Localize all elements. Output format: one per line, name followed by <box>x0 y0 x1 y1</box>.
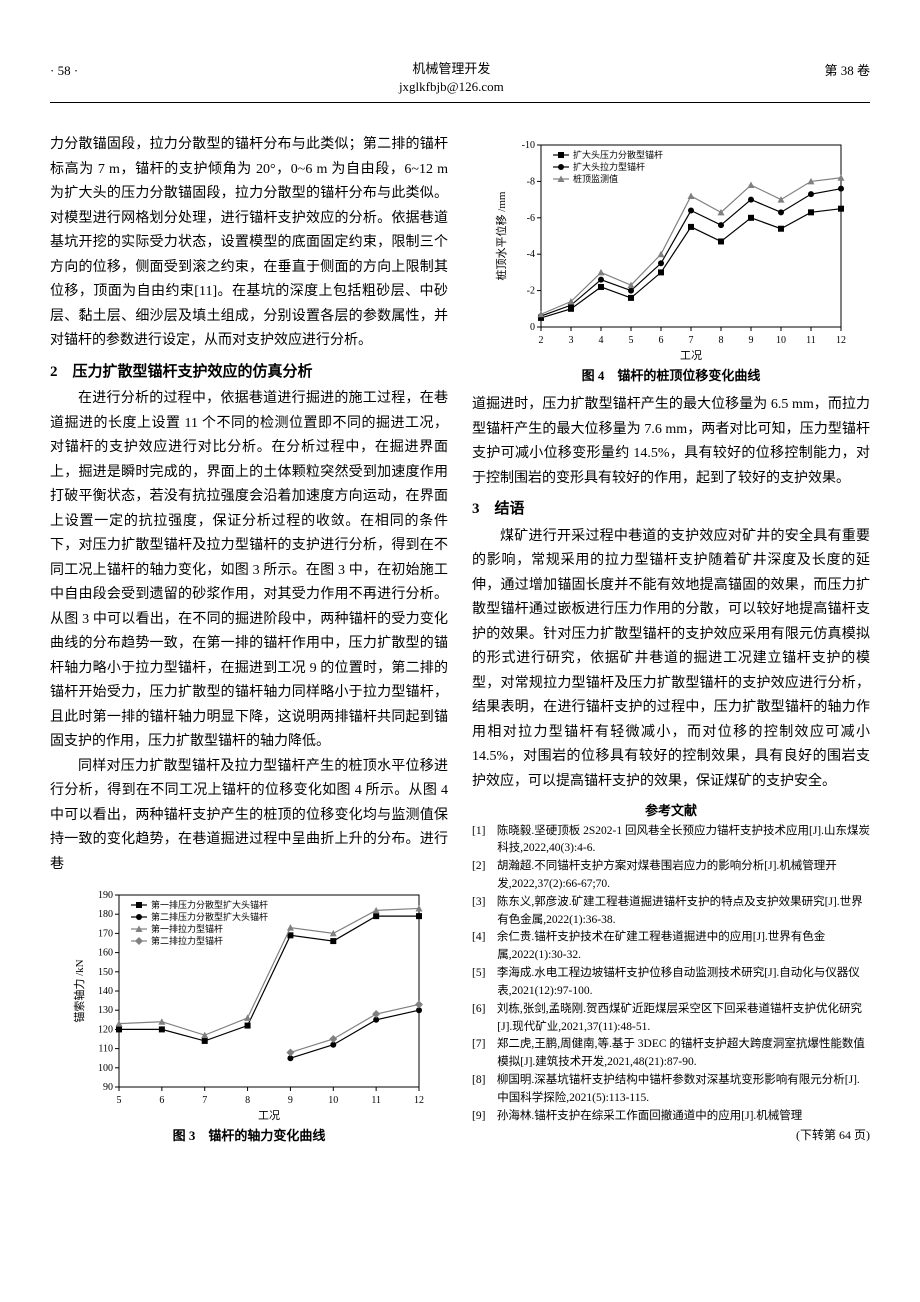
svg-text:第二排压力分散型扩大头锚杆: 第二排压力分散型扩大头锚杆 <box>151 911 268 922</box>
svg-text:160: 160 <box>98 948 113 959</box>
svg-text:2: 2 <box>539 335 544 346</box>
svg-text:130: 130 <box>98 1006 113 1017</box>
svg-text:8: 8 <box>719 335 724 346</box>
svg-text:-10: -10 <box>522 140 535 151</box>
journal-email: jxglkfbjb@126.com <box>399 78 504 96</box>
svg-text:7: 7 <box>202 1095 207 1106</box>
volume-label: 第 38 卷 <box>824 60 870 82</box>
figure-4-chart: 2 3 4 5 6 7 8 9 10 11 12 0 -2 -4 -6 -8 -10 工况 桩顶水平位移 /mm 扩大… <box>491 133 851 363</box>
svg-text:110: 110 <box>98 1044 113 1055</box>
svg-text:90: 90 <box>103 1082 113 1093</box>
svg-text:6: 6 <box>159 1095 164 1106</box>
figure-4: 2 3 4 5 6 7 8 9 10 11 12 0 -2 -4 -6 -8 -10 工况 桩顶水平位移 /mm 扩大… <box>472 133 870 387</box>
svg-text:10: 10 <box>328 1095 338 1106</box>
svg-text:桩顶水平位移 /mm: 桩顶水平位移 /mm <box>494 191 508 280</box>
figure-3: 5 6 7 8 9 10 11 12 90 100 110 120 130 140 150 160 170 180… <box>50 883 448 1147</box>
svg-text:-8: -8 <box>527 177 535 188</box>
svg-text:锚索轴力 /kN: 锚索轴力 /kN <box>72 960 86 1023</box>
reference-item: [7] 郑二虎,王鹏,周健南,等.基于 3DEC 的锚杆支护超大跨度洞室抗爆性能… <box>472 1036 870 1072</box>
main-content: 力分散锚固段，拉力分散型的锚杆分布与此类似；第二排的锚杆标高为 7 m，锚杆的支… <box>50 133 870 1273</box>
svg-text:12: 12 <box>836 335 846 346</box>
figure-3-chart: 5 6 7 8 9 10 11 12 90 100 110 120 130 140 150 160 170 180… <box>69 883 429 1123</box>
svg-text:-4: -4 <box>527 250 535 261</box>
svg-text:150: 150 <box>98 967 113 978</box>
paragraph: 道掘进时，压力扩散型锚杆产生的最大位移量为 6.5 mm，而拉力型锚杆产生的最大… <box>472 393 870 491</box>
svg-text:5: 5 <box>629 335 634 346</box>
svg-text:6: 6 <box>659 335 664 346</box>
reference-item: [8] 柳国明.深基坑锚杆支护结构中锚杆参数对深基坑变形影响有限元分析[J].中… <box>472 1072 870 1108</box>
svg-text:9: 9 <box>288 1095 293 1106</box>
svg-text:8: 8 <box>245 1095 250 1106</box>
svg-text:扩大头压力分散型锚杆: 扩大头压力分散型锚杆 <box>573 149 663 160</box>
reference-item: [6] 刘栋,张剑,孟晓刚.贺西煤矿近距煤层采空区下回采巷道锚杆支护优化研究[J… <box>472 1001 870 1037</box>
reference-item: [5] 李海成.水电工程边坡锚杆支护位移自动监测技术研究[J].自动化与仪器仪表… <box>472 965 870 1001</box>
svg-text:9: 9 <box>749 335 754 346</box>
paragraph: 同样对压力扩散型锚杆及拉力型锚杆产生的桩顶水平位移进行分析，得到在不同工况上锚杆… <box>50 755 448 878</box>
svg-text:190: 190 <box>98 890 113 901</box>
paragraph: 煤矿进行开采过程中巷道的支护效应对矿井的安全具有重要的影响，常规采用的拉力型锚杆… <box>472 525 870 795</box>
references-list: [1] 陈晓毅.坚硬顶板 2S202-1 回风巷全长预应力锚杆支护技术应用[J]… <box>472 823 870 1126</box>
svg-text:10: 10 <box>776 335 786 346</box>
svg-text:11: 11 <box>371 1095 381 1106</box>
svg-text:12: 12 <box>414 1095 424 1106</box>
svg-text:第二排拉力型锚杆: 第二排拉力型锚杆 <box>151 935 223 946</box>
journal-name: 机械管理开发 <box>399 60 504 78</box>
section-3-title: 3 结语 <box>472 497 870 523</box>
reference-item: [9] 孙海林.锚杆支护在综采工作面回撤通道中的应用[J].机械管理 <box>472 1108 870 1126</box>
reference-item: [1] 陈晓毅.坚硬顶板 2S202-1 回风巷全长预应力锚杆支护技术应用[J]… <box>472 823 870 859</box>
figure-3-caption: 图 3 锚杆的轴力变化曲线 <box>50 1125 448 1147</box>
svg-text:4: 4 <box>599 335 604 346</box>
svg-text:-2: -2 <box>527 286 535 297</box>
svg-text:-6: -6 <box>527 213 535 224</box>
svg-text:桩顶监测值: 桩顶监测值 <box>573 173 618 184</box>
page-header: · 58 · 机械管理开发 jxglkfbjb@126.com 第 38 卷 <box>50 60 870 103</box>
svg-text:第一排压力分散型扩大头锚杆: 第一排压力分散型扩大头锚杆 <box>151 899 268 910</box>
reference-item: [2] 胡瀚超.不同锚杆支护方案对煤巷围岩应力的影响分析[J].机械管理开发,2… <box>472 858 870 894</box>
svg-text:5: 5 <box>117 1095 122 1106</box>
section-2-title: 2 压力扩散型锚杆支护效应的仿真分析 <box>50 360 448 386</box>
svg-text:工况: 工况 <box>680 349 702 362</box>
paragraph: 在进行分析的过程中，依据巷道进行掘进的施工过程，在巷道掘进的长度上设置 11 个… <box>50 387 448 755</box>
continued-note: (下转第 64 页) <box>472 1125 870 1145</box>
svg-text:180: 180 <box>98 910 113 921</box>
svg-text:第一排拉力型锚杆: 第一排拉力型锚杆 <box>151 923 223 934</box>
svg-text:11: 11 <box>806 335 816 346</box>
svg-text:140: 140 <box>98 986 113 997</box>
svg-text:工况: 工况 <box>258 1109 280 1122</box>
page-number-left: · 58 · <box>50 60 78 82</box>
svg-text:扩大头拉力型锚杆: 扩大头拉力型锚杆 <box>573 161 645 172</box>
figure-4-caption: 图 4 锚杆的桩顶位移变化曲线 <box>472 365 870 387</box>
svg-text:120: 120 <box>98 1025 113 1036</box>
svg-text:3: 3 <box>569 335 574 346</box>
paragraph: 力分散锚固段，拉力分散型的锚杆分布与此类似；第二排的锚杆标高为 7 m，锚杆的支… <box>50 133 448 354</box>
svg-text:100: 100 <box>98 1063 113 1074</box>
svg-text:7: 7 <box>689 335 694 346</box>
reference-item: [4] 余仁贵.锚杆支护技术在矿建工程巷道掘进中的应用[J].世界有色金属,20… <box>472 929 870 965</box>
reference-item: [3] 陈东义,郭彦波.矿建工程巷道掘进锚杆支护的特点及支护效果研究[J].世界… <box>472 894 870 930</box>
journal-info: 机械管理开发 jxglkfbjb@126.com <box>399 60 504 96</box>
svg-text:170: 170 <box>98 929 113 940</box>
svg-text:0: 0 <box>530 322 535 333</box>
references-title: 参考文献 <box>472 800 870 822</box>
